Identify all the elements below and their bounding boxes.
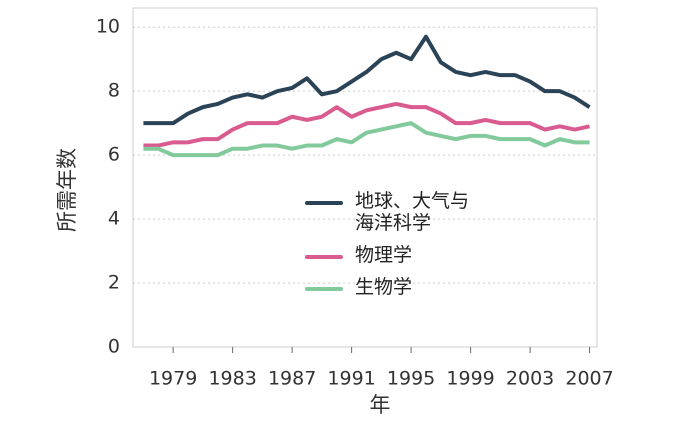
y-tick-label: 0 (108, 336, 120, 358)
legend-item: 地球、大气与 海洋科学 (305, 190, 469, 234)
x-tick-label: 1983 (208, 368, 256, 390)
x-tick-label: 1979 (149, 368, 197, 390)
legend-label: 地球、大气与 海洋科学 (355, 190, 470, 234)
x-tick-label: 1987 (268, 368, 316, 390)
line-series (143, 34, 591, 126)
line-series (143, 101, 590, 148)
legend-item: 物理学 (305, 244, 469, 266)
legend: 地球、大气与 海洋科学物理学生物学 (305, 190, 469, 308)
y-tick-label: 4 (108, 208, 120, 230)
y-tick-label: 2 (108, 272, 120, 294)
x-tick-label: 1999 (446, 368, 494, 390)
legend-label: 物理学 (355, 244, 413, 266)
legend-swatch (305, 255, 343, 259)
y-tick-label: 6 (108, 144, 120, 166)
x-tick-label: 2003 (506, 368, 554, 390)
y-tick-label: 10 (96, 16, 120, 38)
legend-label: 生物学 (355, 276, 413, 298)
y-tick-label: 8 (108, 80, 120, 102)
x-tick-label: 1995 (387, 368, 435, 390)
legend-swatch (305, 287, 343, 291)
x-tick-label: 2007 (565, 368, 613, 390)
legend-item: 生物学 (305, 276, 469, 298)
y-axis-label: 所需年数 (55, 148, 79, 232)
line-series (143, 121, 590, 158)
legend-swatch (305, 201, 343, 205)
x-axis-label: 年 (370, 393, 391, 417)
x-tick-label: 1991 (327, 368, 375, 390)
plot-frame (132, 7, 598, 348)
